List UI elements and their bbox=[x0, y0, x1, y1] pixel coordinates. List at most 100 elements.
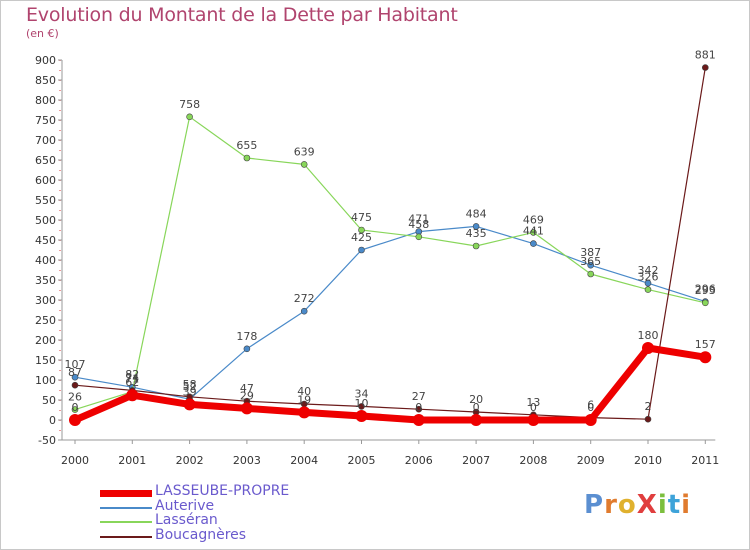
x-tick-label: 2004 bbox=[290, 454, 318, 467]
data-point bbox=[642, 342, 654, 354]
data-point bbox=[358, 246, 365, 254]
data-point bbox=[186, 113, 193, 121]
data-point bbox=[243, 345, 251, 353]
data-label: 758 bbox=[179, 98, 200, 111]
y-tick-label: 150 bbox=[35, 354, 56, 367]
data-point bbox=[587, 261, 595, 269]
data-label: 58 bbox=[183, 378, 197, 391]
data-label: 475 bbox=[351, 211, 372, 224]
data-label: 26 bbox=[68, 391, 82, 404]
legend-label: LASSEUBE-PROPRE bbox=[155, 483, 290, 499]
data-label: 293 bbox=[695, 284, 716, 297]
data-label: 365 bbox=[580, 255, 601, 268]
y-tick-label: 350 bbox=[35, 274, 56, 287]
data-point bbox=[472, 223, 480, 230]
data-label: 20 bbox=[469, 393, 483, 406]
x-tick-label: 2006 bbox=[405, 454, 433, 467]
logo-letter: t bbox=[667, 490, 682, 520]
data-label: 655 bbox=[236, 139, 257, 152]
data-label: 2 bbox=[645, 400, 652, 413]
y-tick-label: 250 bbox=[35, 314, 56, 327]
data-label: 0 bbox=[473, 401, 480, 414]
y-tick-label: 500 bbox=[35, 214, 56, 227]
x-tick-label: 2008 bbox=[519, 454, 547, 467]
chart-title: Evolution du Montant de la Dette par Hab… bbox=[26, 4, 458, 26]
data-point bbox=[358, 403, 365, 410]
data-point bbox=[415, 233, 423, 241]
data-label: 39 bbox=[183, 385, 197, 398]
data-point bbox=[584, 414, 597, 426]
data-label: 107 bbox=[65, 358, 86, 371]
y-tick-label: 650 bbox=[35, 154, 56, 167]
data-label: 62 bbox=[125, 376, 139, 389]
series-line bbox=[74, 225, 706, 400]
data-point bbox=[527, 414, 540, 426]
proxiti-logo: ProXiti bbox=[584, 490, 691, 520]
data-label: 296 bbox=[695, 283, 716, 296]
series-line bbox=[73, 344, 706, 424]
legend-label: Lasséran bbox=[155, 512, 218, 528]
x-tick-label: 2003 bbox=[233, 454, 261, 467]
data-point bbox=[126, 389, 139, 402]
data-point bbox=[300, 161, 308, 168]
data-point bbox=[644, 286, 652, 293]
data-point bbox=[243, 154, 251, 162]
y-tick-label: -50 bbox=[38, 434, 56, 447]
x-tick-label: 2000 bbox=[61, 454, 89, 467]
y-tick-label: 300 bbox=[35, 294, 56, 307]
data-point bbox=[644, 279, 652, 287]
data-label: 82 bbox=[125, 368, 139, 381]
y-tick-label: 800 bbox=[35, 94, 56, 107]
data-point bbox=[701, 299, 709, 307]
logo-letter: o bbox=[617, 490, 637, 520]
chart-subtitle: (en €) bbox=[26, 27, 59, 40]
data-label: 27 bbox=[412, 390, 426, 403]
legend-swatch bbox=[100, 507, 152, 509]
y-tick-label: 750 bbox=[35, 114, 56, 127]
data-label: 272 bbox=[294, 292, 315, 305]
x-tick-label: 2009 bbox=[577, 454, 605, 467]
data-label: 639 bbox=[294, 145, 315, 158]
y-tick-label: 700 bbox=[35, 134, 56, 147]
data-label: 435 bbox=[466, 227, 487, 240]
logo-letter: P bbox=[584, 490, 605, 520]
data-label: 47 bbox=[240, 382, 254, 395]
data-label: 881 bbox=[695, 49, 716, 62]
series-line bbox=[74, 116, 706, 411]
legend-label: Auterive bbox=[155, 498, 215, 514]
y-tick-label: 850 bbox=[35, 74, 56, 87]
y-tick-label: 200 bbox=[35, 334, 56, 347]
data-point bbox=[298, 406, 311, 419]
data-label: 34 bbox=[355, 387, 369, 400]
data-label: 471 bbox=[408, 213, 429, 226]
data-point bbox=[530, 229, 537, 236]
logo-letter: i bbox=[681, 490, 692, 520]
legend-label: Boucagnères bbox=[155, 527, 247, 543]
data-label: 458 bbox=[408, 218, 429, 231]
data-label: 484 bbox=[466, 207, 487, 220]
data-label: 74 bbox=[125, 371, 139, 384]
data-label: 469 bbox=[523, 213, 544, 226]
data-label: 441 bbox=[523, 225, 544, 238]
y-tick-label: 0 bbox=[49, 414, 56, 427]
data-point bbox=[699, 351, 712, 364]
logo-letter: r bbox=[604, 490, 618, 520]
data-point bbox=[71, 406, 79, 413]
legend-swatch bbox=[100, 536, 152, 538]
x-tick-label: 2010 bbox=[634, 454, 662, 467]
y-tick-label: 600 bbox=[35, 174, 56, 187]
data-point bbox=[71, 381, 79, 389]
data-label: 387 bbox=[580, 246, 601, 259]
y-tick-label: 400 bbox=[35, 254, 56, 267]
data-point bbox=[472, 242, 480, 250]
data-point bbox=[644, 415, 652, 423]
data-point bbox=[355, 410, 368, 422]
data-label: 0 bbox=[415, 401, 422, 414]
data-label: 52 bbox=[183, 380, 197, 393]
data-point bbox=[415, 405, 423, 413]
data-point bbox=[701, 64, 709, 71]
data-label: 87 bbox=[68, 366, 82, 379]
data-point bbox=[240, 402, 253, 415]
y-tick-label: 50 bbox=[42, 394, 56, 407]
